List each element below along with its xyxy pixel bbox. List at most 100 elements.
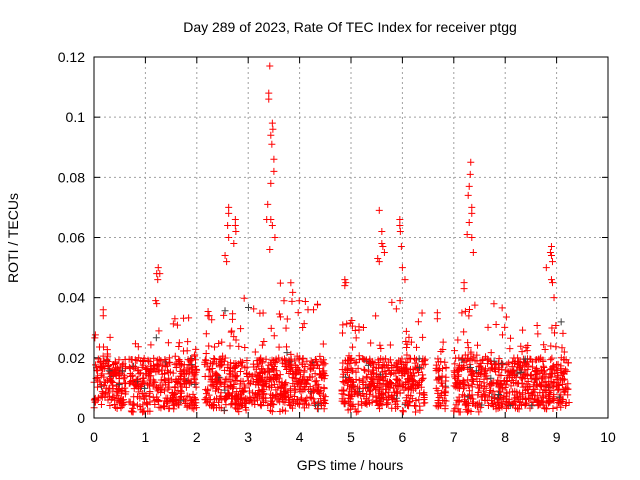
data-point [354,364,362,372]
data-point [235,342,243,350]
data-point [275,343,283,351]
data-point [539,401,547,409]
data-point [375,374,383,382]
data-point [396,215,404,223]
data-point [398,264,406,272]
data-point [407,338,415,346]
data-point [554,360,562,368]
data-point [209,400,217,408]
data-point [384,400,392,408]
data-point [221,380,229,388]
data-point [403,396,411,404]
data-point [149,361,157,369]
data-point [477,364,485,372]
data-point [360,392,368,400]
data-point [508,376,516,384]
data-point [450,367,458,375]
data-point [262,355,270,363]
data-point [136,394,144,402]
data-point [190,405,198,413]
data-point [559,395,567,403]
data-point [402,359,410,367]
data-point [404,384,412,392]
data-point [401,276,409,284]
data-point [494,404,502,412]
data-point [363,373,371,381]
data-point [507,334,515,342]
data-point [259,388,267,396]
data-point [176,372,184,380]
data-point [269,125,277,133]
data-point [524,365,532,373]
data-point [389,395,397,403]
data-point [394,376,402,384]
data-point [289,404,297,412]
data-point [490,394,498,402]
data-point [240,294,248,302]
data-point [180,314,188,322]
data-point [411,401,419,409]
data-point [536,370,544,378]
data-point [172,375,180,383]
data-point [232,373,240,381]
data-point [119,360,127,368]
data-point [388,298,396,306]
data-point [542,387,550,395]
data-point [475,408,483,416]
data-point [502,313,510,321]
data-point [405,354,413,362]
data-point [221,307,229,315]
data-point [146,389,154,397]
data-point [172,397,180,405]
data-point [282,324,290,332]
data-point [464,344,472,352]
data-point [239,377,247,385]
data-point [270,155,278,163]
data-point [528,389,536,397]
data-point [266,246,274,254]
data-point [133,401,141,409]
data-point [516,398,524,406]
data-point [102,389,110,397]
data-point [543,405,551,413]
data-point [311,356,319,364]
data-point [307,357,315,365]
data-point [415,381,423,389]
data-point [386,370,394,378]
data-point [321,400,329,408]
data-point [339,329,347,337]
data-point [347,365,355,373]
y-tick-label: 0.08 [58,169,85,185]
data-point [504,368,512,376]
data-point [548,324,556,332]
data-point [399,407,407,415]
data-point [478,356,486,364]
data-point [474,389,482,397]
data-point [100,343,108,351]
data-point [360,365,368,373]
data-point [344,406,352,414]
data-point [380,361,388,369]
data-point [382,370,390,378]
data-point [268,119,276,127]
y-tick-label: 0.12 [58,49,85,65]
data-point [420,391,428,399]
data-point [98,370,106,378]
data-point [547,252,555,260]
data-point [362,381,370,389]
x-tick-label: 5 [347,429,355,445]
data-point [538,382,546,390]
data-point [468,203,476,211]
data-point [215,404,223,412]
data-point [489,364,497,372]
data-point [554,371,562,379]
data-point [299,323,307,331]
data-point [305,401,313,409]
data-point [317,370,325,378]
data-point [561,385,569,393]
data-point [238,400,246,408]
data-point [359,324,367,332]
data-point [189,390,197,398]
data-point [363,400,371,408]
data-point [432,384,440,392]
